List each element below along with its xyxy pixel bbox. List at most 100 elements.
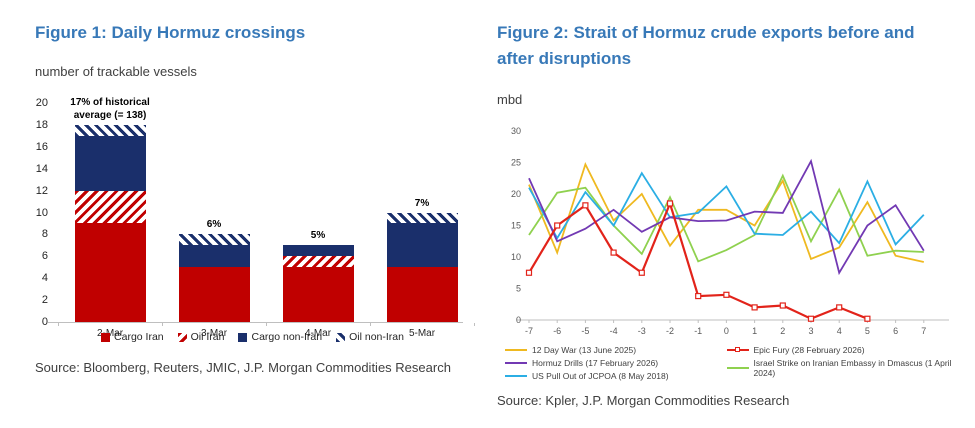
bar-label: 17% of historical average (= 138) (70, 96, 150, 121)
bar-segment (74, 190, 146, 224)
bar-segment (282, 256, 354, 268)
x-tick-label: -6 (553, 326, 561, 336)
legend-label: Israel Strike on Iranian Embassy in Dmas… (753, 358, 952, 378)
legend-item: Hormuz Drills (17 February 2026) (505, 358, 727, 368)
data-point-marker (807, 315, 815, 322)
x-tick-label: 3-Mar (200, 328, 228, 339)
y-tick-label: 20 (35, 97, 48, 109)
x-axis-tick (370, 323, 371, 326)
x-tick-label: -2 (666, 326, 674, 336)
x-axis-tick (266, 323, 267, 326)
legend-label: Oil non-Iran (349, 331, 404, 343)
x-tick-label: 5-Mar (408, 328, 436, 339)
x-tick-label: -3 (638, 326, 646, 336)
legend-column: Epic Fury (28 February 2026) Israel Strik… (726, 345, 975, 381)
figure-2-legend: 12 Day War (13 June 2025) Hormuz Drills (… (505, 345, 975, 381)
series-line (528, 158, 925, 276)
legend-item: Israel Strike on Iranian Embassy in Dmas… (726, 358, 975, 378)
figure-1-bar-chart: 0 2 4 6 8 10 12 14 16 18 20 17% of historical avera… (30, 96, 475, 348)
bar-label: 5% (310, 230, 326, 242)
y-tick-label: 25 (511, 158, 521, 168)
y-tick-label: 5 (516, 284, 521, 294)
x-tick-label: 2 (780, 326, 785, 336)
figure-1-legend: Cargo Iran Oil Iran Cargo non-Iran Oil non-… (30, 331, 475, 343)
line-chart-svg: 0 5 10 15 20 25 30 -7 -6 -5 -4 -3 -2 -1 0 1 2 3 4 5 6 7 (511, 126, 949, 336)
legend-label: 12 Day War (13 June 2025) (532, 345, 637, 355)
bar-segment (74, 223, 146, 322)
bar-segment (178, 234, 250, 246)
x-axis-tick (162, 323, 163, 326)
x-axis-tick (58, 323, 59, 326)
x-tick-label: 4 (837, 326, 842, 336)
y-tick-label: 0 (516, 315, 521, 325)
x-tick-label: 1 (752, 326, 757, 336)
data-point-marker (666, 200, 674, 207)
legend-line-icon (505, 375, 527, 377)
legend-swatch-icon (238, 332, 248, 342)
x-tick-label: -5 (581, 326, 589, 336)
legend-label: US Pull Out of JCPOA (8 May 2018) (532, 371, 669, 381)
legend-label: Cargo non-Iran (251, 331, 323, 343)
legend-item: 12 Day War (13 June 2025) (505, 345, 727, 355)
y-tick-label: 20 (511, 189, 521, 199)
legend-swatch-icon (336, 332, 346, 342)
figure-2-source: Source: Kpler, J.P. Morgan Commodities R… (497, 393, 790, 408)
figure-1-source: Source: Bloomberg, Reuters, JMIC, J.P. M… (35, 360, 451, 375)
bar-segment (178, 267, 250, 322)
series-line (528, 162, 924, 263)
data-point-marker (525, 269, 533, 276)
legend-line-icon (505, 362, 527, 364)
figure-1-title: Figure 1: Daily Hormuz crossings (35, 23, 306, 42)
x-tick-label: 4-Mar (304, 328, 332, 339)
data-point-marker (638, 269, 645, 276)
y-tick-label: 8 (41, 228, 48, 241)
legend-item: US Pull Out of JCPOA (8 May 2018) (505, 371, 727, 381)
x-tick-label: -7 (525, 326, 533, 336)
x-tick-label: 7 (921, 326, 926, 336)
y-tick-label: 30 (511, 126, 521, 136)
bar-label: 6% (206, 219, 222, 231)
bar-label: 7% (414, 197, 430, 209)
data-point-marker (836, 304, 843, 311)
y-tick-label: 6 (41, 250, 48, 263)
x-tick-label: 6 (893, 326, 898, 336)
bar-segment (386, 267, 458, 322)
y-tick-label: 16 (35, 140, 48, 153)
figure-2-title: Figure 2: Strait of Hormuz crude exports… (497, 23, 915, 69)
figure-1-unit-label: number of trackable vessels (35, 64, 197, 79)
legend-item: Oil Iran (177, 331, 225, 343)
bar-segment (178, 245, 250, 268)
legend-item: Oil non-Iran (336, 331, 404, 343)
y-tick-label: 10 (35, 206, 48, 219)
data-point-marker (864, 315, 871, 322)
legend-label: Cargo Iran (114, 331, 164, 343)
bar-segment (386, 212, 458, 224)
figure-2-line-chart: 0 5 10 15 20 25 30 -7 -6 -5 -4 -3 -2 -1 0 1 2 3 4 5 6 7 (497, 120, 975, 353)
data-point-marker (723, 291, 730, 298)
y-tick-label: 12 (35, 184, 48, 197)
bar-segment (74, 135, 146, 191)
data-point-marker (554, 222, 561, 229)
y-tick-label: 4 (41, 272, 48, 285)
data-point-marker (695, 292, 702, 300)
legend-label: Oil Iran (190, 331, 225, 343)
series-line (528, 171, 925, 246)
legend-line-icon (726, 367, 749, 369)
legend-swatch-icon (177, 332, 187, 342)
bar-segment (74, 124, 146, 136)
legend-item: Cargo Iran (101, 331, 164, 343)
y-tick-label: 14 (35, 162, 48, 175)
y-tick-label: 15 (511, 221, 521, 231)
x-axis-line (48, 322, 463, 323)
data-point-marker (610, 249, 617, 256)
legend-label: Epic Fury (28 February 2026) (753, 345, 865, 355)
figure-2-unit-label: mbd (497, 92, 523, 107)
y-tick-label: 0 (41, 316, 48, 328)
legend-square-marker-icon (734, 346, 740, 352)
legend-item: Cargo non-Iran (238, 331, 322, 343)
legend-label: Hormuz Drills (17 February 2026) (532, 358, 659, 368)
bar-segment (386, 223, 458, 268)
x-tick-label: 5 (865, 326, 870, 336)
bar-segment (282, 245, 354, 257)
